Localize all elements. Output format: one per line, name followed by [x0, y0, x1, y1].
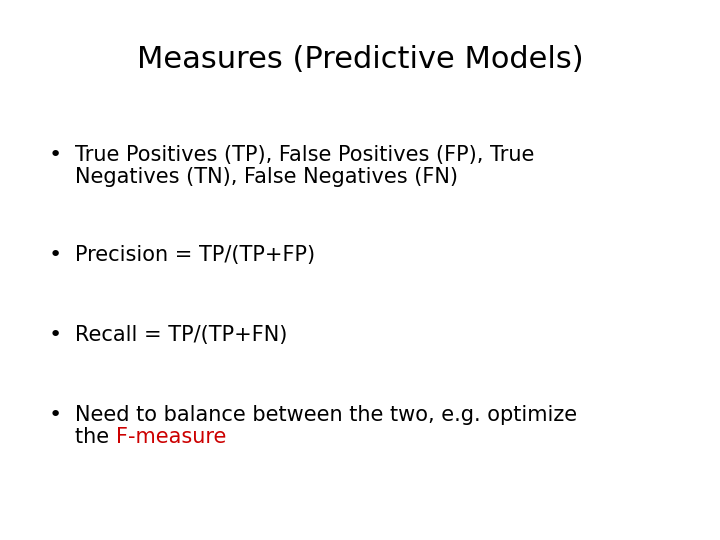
Text: the: the [75, 427, 116, 447]
Text: Measures (Predictive Models): Measures (Predictive Models) [137, 45, 583, 75]
Text: F-measure: F-measure [116, 427, 226, 447]
Text: •: • [48, 405, 62, 425]
Text: Precision = TP/(TP+FP): Precision = TP/(TP+FP) [75, 245, 315, 265]
Text: Recall = TP/(TP+FN): Recall = TP/(TP+FN) [75, 325, 287, 345]
Text: •: • [48, 245, 62, 265]
Text: Negatives (TN), False Negatives (FN): Negatives (TN), False Negatives (FN) [75, 167, 458, 187]
Text: True Positives (TP), False Positives (FP), True: True Positives (TP), False Positives (FP… [75, 145, 534, 165]
Text: •: • [48, 145, 62, 165]
Text: Need to balance between the two, e.g. optimize: Need to balance between the two, e.g. op… [75, 405, 577, 425]
Text: •: • [48, 325, 62, 345]
